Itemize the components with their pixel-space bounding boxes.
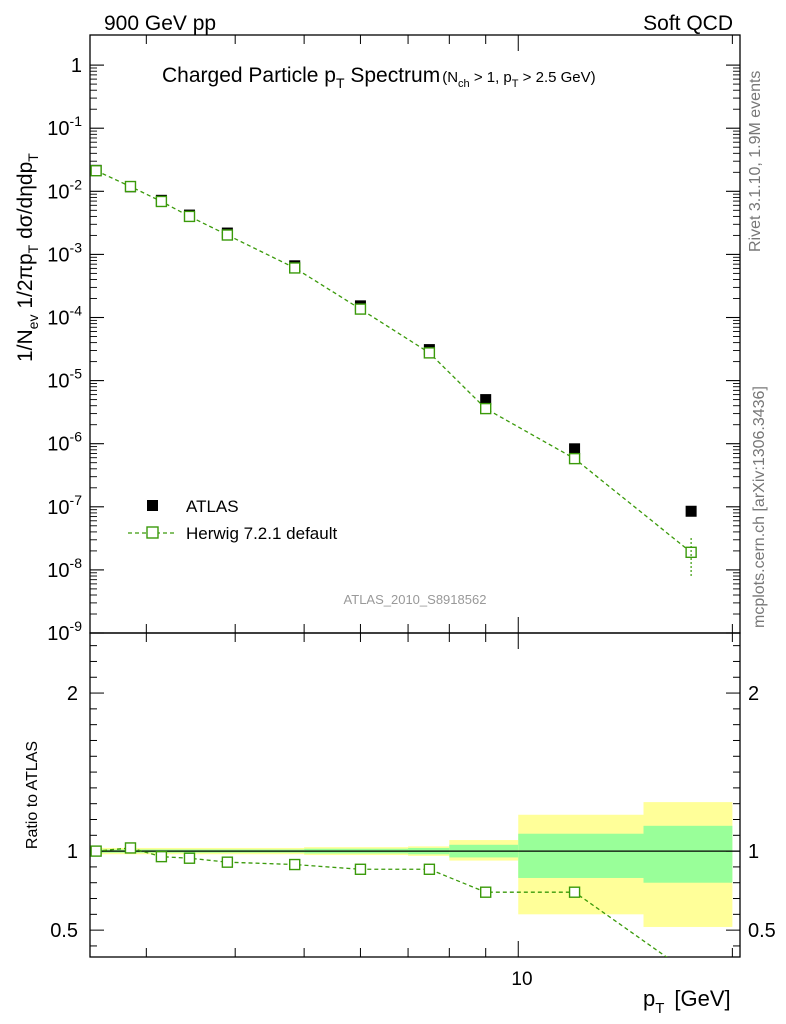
header-left: 900 GeV pp (104, 12, 216, 35)
ratio-herwig-point (568, 886, 581, 898)
herwig-point (480, 402, 492, 415)
atlas-point (569, 443, 581, 455)
legend: ATLAS Herwig 7.2.1 default (128, 497, 337, 543)
ratio-herwig-point (90, 845, 102, 857)
ratio-uncertainty-bands (90, 802, 733, 927)
side-label-rivet: Rivet 3.1.10, 1.9M events (747, 71, 764, 252)
main-y-tick-label: 10-2 (47, 176, 82, 203)
ratio-y-tick-label: 0.5 (50, 920, 78, 942)
ratio-herwig-point (354, 863, 367, 875)
analysis-watermark: ATLAS_2010_S8918562 (344, 592, 487, 607)
band-green-5 (643, 825, 733, 883)
herwig-point (289, 262, 301, 274)
main-y-axis-label: 1/Nev 1/2πpT dσ/dηdpT (14, 153, 41, 362)
ratio-y-tick-label: 2 (67, 683, 78, 705)
series-lines (95, 170, 692, 957)
ratio-frame (89, 632, 741, 958)
band-green-4 (518, 833, 644, 878)
plot-frames (89, 34, 741, 958)
ratio-herwig-point (221, 856, 234, 868)
main-y-tick-label: 10-8 (47, 555, 82, 582)
herwig-point (423, 347, 436, 359)
main-title: Charged Particle pT Spectrum (Nch > 1, pT… (162, 64, 596, 91)
main-y-tick-label: 10-9 (47, 618, 82, 645)
herwig-point (155, 195, 168, 208)
main-y-tick-label: 1 (71, 55, 82, 77)
y-tick-labels: 1 10-1 10-2 10-3 10-4 10-5 10-6 10-7 10-8 10-9 0.5… (47, 55, 776, 942)
x-axis-label: pT [GeV] (643, 986, 731, 1017)
axis-ticks (90, 35, 740, 957)
main-y-tick-label: 10-4 (47, 303, 82, 330)
ratio-herwig-point (183, 852, 196, 864)
ratio-herwig-point (155, 850, 168, 863)
herwig-point (354, 303, 367, 315)
main-frame (89, 34, 741, 634)
ratio-herwig-point (480, 886, 492, 898)
x-tick-label-10: 10 (511, 969, 532, 990)
herwig-point (183, 210, 196, 223)
header-right: Soft QCD (643, 12, 733, 35)
data-markers (90, 164, 697, 898)
ratio-y-axis-label: Ratio to ATLAS (24, 741, 41, 849)
main-herwig-line (95, 170, 692, 553)
ratio-herwig-point (124, 842, 137, 854)
side-label-mcplots: mcplots.cern.ch [arXiv:1306.3436] (751, 386, 768, 628)
ratio-herwig-point (423, 863, 436, 875)
herwig-point (221, 229, 234, 241)
ratio-y-tick-label-right: 0.5 (748, 920, 776, 942)
main-y-tick-label: 10-6 (47, 429, 82, 456)
main-y-tick-label: 10-1 (47, 113, 82, 140)
atlas-point (480, 394, 492, 406)
herwig-point (568, 452, 581, 465)
ratio-y-tick-label-right: 1 (748, 841, 759, 863)
ratio-y-tick-label-right: 2 (748, 683, 759, 705)
main-y-tick-label: 10-5 (47, 366, 82, 393)
ratio-y-tick-label: 1 (67, 841, 78, 863)
legend-marker-herwig (146, 526, 159, 539)
main-y-tick-label: 10-3 (47, 239, 82, 266)
herwig-point (90, 165, 102, 177)
legend-label-atlas: ATLAS (186, 497, 239, 516)
atlas-point (685, 505, 697, 517)
legend-label-herwig: Herwig 7.2.1 default (186, 524, 337, 543)
main-y-tick-label: 10-7 (47, 492, 82, 519)
ratio-herwig-point (289, 858, 301, 871)
herwig-point (124, 180, 137, 193)
legend-marker-atlas (147, 500, 158, 511)
